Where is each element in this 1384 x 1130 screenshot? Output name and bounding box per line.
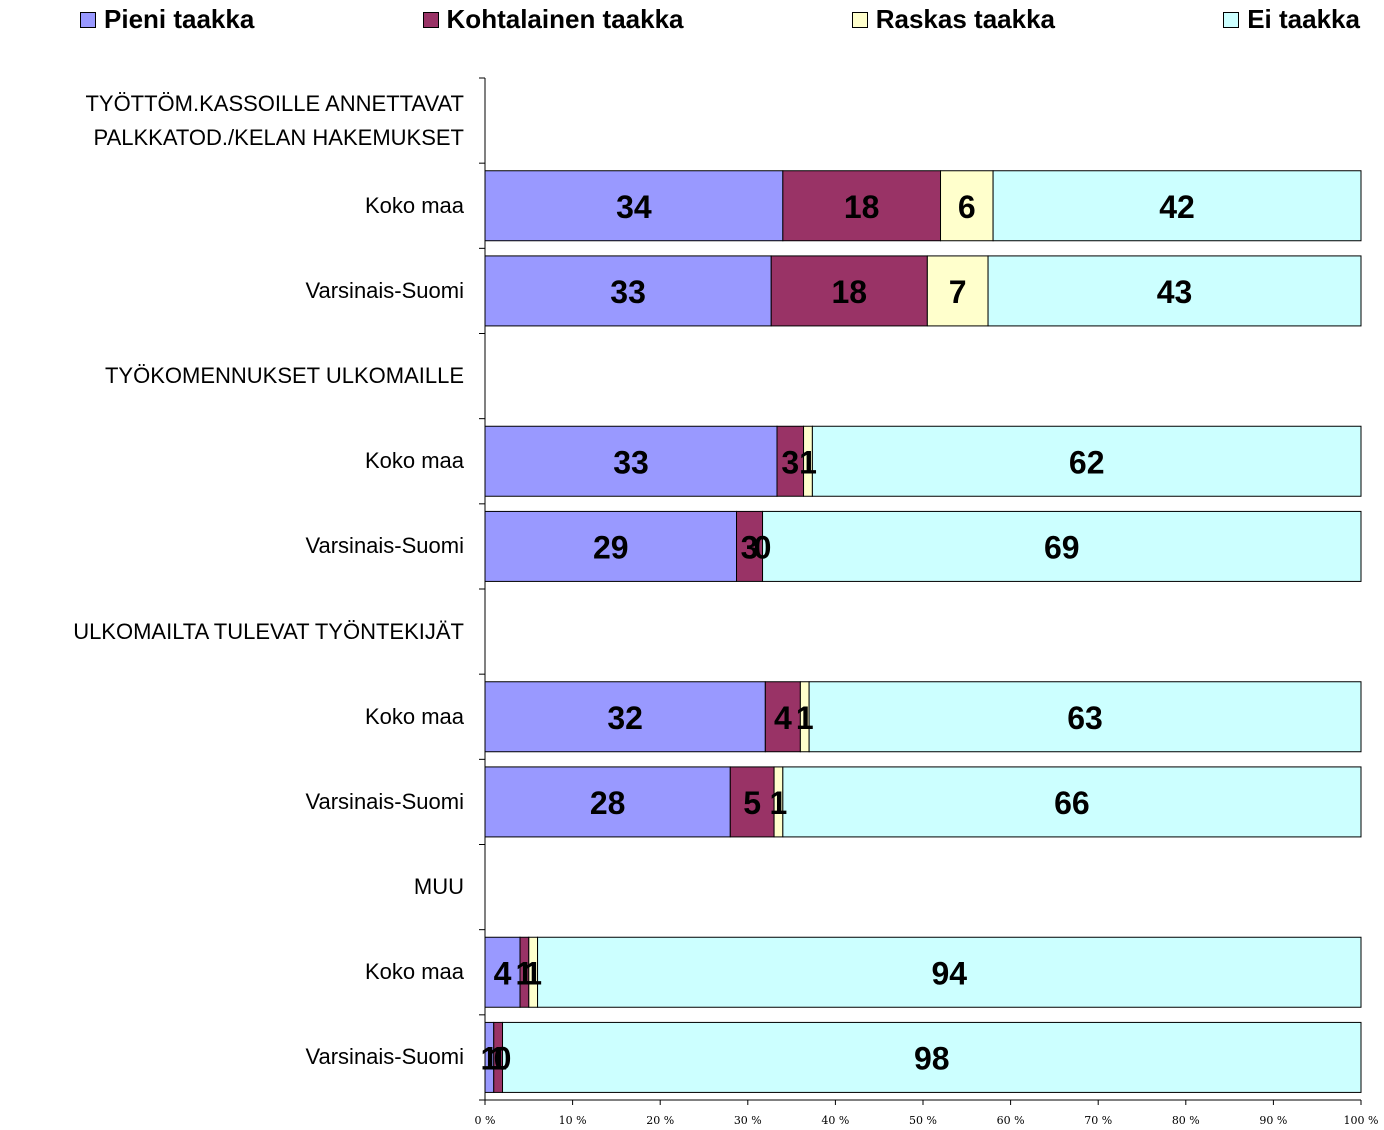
- value-label: 28: [590, 785, 626, 821]
- bar-segment: [484, 255, 772, 327]
- bar-segment: [992, 170, 1362, 242]
- legend-item: Kohtalainen taakka: [422, 4, 684, 35]
- value-label: 1: [799, 444, 817, 480]
- bar-segment: [782, 170, 942, 242]
- category-label: ULKOMAILTA TULEVAT TYÖNTEKIJÄT: [73, 618, 464, 644]
- value-label: 32: [607, 700, 643, 736]
- category-label: Varsinais-Suomi: [305, 533, 464, 559]
- value-label: 0: [494, 1040, 512, 1076]
- legend-swatch: [851, 11, 868, 28]
- legend-swatch: [422, 11, 439, 28]
- category-label: Varsinais-Suomi: [305, 788, 464, 814]
- bar-segment: [484, 510, 738, 582]
- bar-segment: [484, 425, 778, 497]
- bar-segment: [808, 681, 1362, 753]
- value-label: 18: [844, 189, 880, 225]
- value-label: 1: [480, 1040, 498, 1076]
- value-label: 1: [796, 700, 814, 736]
- x-tick-label: 10 %: [559, 1114, 587, 1127]
- x-tick-label: 50 %: [909, 1114, 937, 1127]
- value-label: 1: [489, 1040, 507, 1076]
- category-label: Koko maa: [364, 959, 464, 985]
- value-label: 63: [1067, 700, 1103, 736]
- bar-segment: [537, 936, 1362, 1008]
- value-label: 62: [1069, 444, 1105, 480]
- category-label: TYÖTTÖM.KASSOILLE ANNETTAVAT PALKKATOD./…: [85, 90, 464, 150]
- bar-segment: [736, 510, 764, 582]
- bar-segment: [940, 170, 994, 242]
- x-tick-label: 40 %: [821, 1114, 849, 1127]
- legend-item: Ei taakka: [1223, 4, 1360, 35]
- bar-segment: [484, 170, 784, 242]
- category-label: Varsinais-Suomi: [305, 1044, 464, 1070]
- value-label: 98: [914, 1040, 950, 1076]
- value-label: 66: [1054, 785, 1090, 821]
- legend-swatch: [1223, 11, 1240, 28]
- x-tick-label: 90 %: [1259, 1114, 1287, 1127]
- legend-label: Ei taakka: [1247, 4, 1360, 34]
- value-label: 94: [931, 955, 967, 991]
- bar-segment: [484, 936, 521, 1008]
- bar-segment: [811, 425, 1362, 497]
- bar-segment: [502, 1021, 1362, 1093]
- category-label: MUU: [413, 874, 464, 900]
- value-label: 1: [524, 955, 542, 991]
- bar-segment: [987, 255, 1362, 327]
- bar-segment: [926, 255, 989, 327]
- value-label: 33: [613, 444, 649, 480]
- value-label: 34: [616, 189, 652, 225]
- bar-segment: [770, 255, 928, 327]
- x-tick-label: 60 %: [997, 1114, 1025, 1127]
- value-label: 43: [1157, 274, 1193, 310]
- value-label: 1: [516, 955, 534, 991]
- value-label: 0: [754, 529, 772, 565]
- bar-segment: [782, 766, 1362, 838]
- bar-segment: [762, 510, 1362, 582]
- value-label: 7: [949, 274, 967, 310]
- value-label: 33: [610, 274, 646, 310]
- legend-label: Kohtalainen taakka: [446, 4, 684, 34]
- value-label: 3: [781, 444, 799, 480]
- category-label: Koko maa: [364, 703, 464, 729]
- legend: Pieni taakka Kohtalainen taakka Raskas taa…: [80, 4, 1360, 35]
- value-label: 42: [1159, 189, 1195, 225]
- category-label: Koko maa: [364, 192, 464, 218]
- x-tick-label: 20 %: [646, 1114, 674, 1127]
- legend-label: Raskas taakka: [875, 4, 1055, 34]
- x-tick-label: 80 %: [1172, 1114, 1200, 1127]
- legend-label: Pieni taakka: [104, 4, 255, 34]
- x-tick-label: 100 %: [1344, 1114, 1379, 1127]
- legend-swatch: [80, 11, 96, 28]
- value-label: 1: [770, 785, 788, 821]
- value-label: 6: [958, 189, 976, 225]
- legend-item: Raskas taakka: [851, 4, 1055, 35]
- value-label: 3: [741, 529, 759, 565]
- bar-segment: [484, 766, 731, 838]
- category-label: Varsinais-Suomi: [305, 277, 464, 303]
- value-label: 4: [774, 700, 792, 736]
- legend-item: Pieni taakka: [80, 4, 254, 35]
- value-label: 5: [743, 785, 761, 821]
- value-label: 29: [593, 529, 629, 565]
- x-tick-label: 0 %: [475, 1114, 496, 1127]
- x-tick-label: 30 %: [734, 1114, 762, 1127]
- value-label: 69: [1044, 529, 1080, 565]
- bar-segment: [764, 681, 801, 753]
- value-label: 18: [831, 274, 867, 310]
- category-label: Koko maa: [364, 448, 464, 474]
- category-label: TYÖKOMENNUKSET ULKOMAILLE: [104, 363, 464, 389]
- x-tick-label: 70 %: [1084, 1114, 1112, 1127]
- bar-segment: [776, 425, 805, 497]
- value-label: 4: [494, 955, 512, 991]
